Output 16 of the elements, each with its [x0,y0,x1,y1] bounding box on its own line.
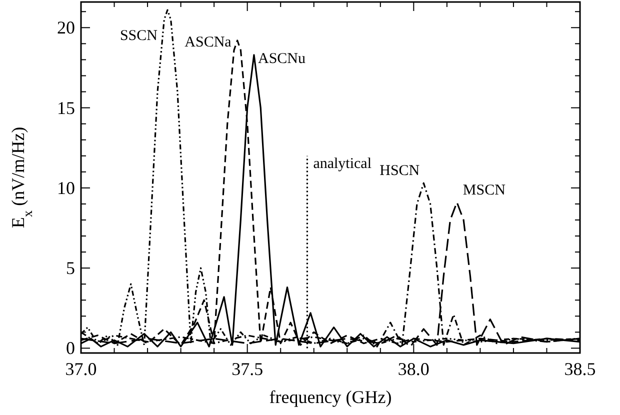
x-tick-label: 38.5 [564,359,596,379]
y-tick-label: 20 [57,18,75,38]
series-label: analytical [313,156,372,172]
y-tick-label: 15 [57,98,75,118]
x-axis-title: frequency (GHz) [269,387,392,407]
x-tick-label: 37.5 [232,359,264,379]
y-tick-label: 10 [57,178,75,198]
y-tick-label: 5 [66,258,75,278]
series-label: ASCNa [184,34,232,50]
y-tick-label: 0 [66,338,75,358]
series-label: MSCN [462,182,506,198]
series-label: ASCNu [258,50,306,67]
series-label: HSCN [380,163,420,180]
x-tick-label: 37.0 [65,359,97,379]
x-tick-label: 38.0 [398,359,430,379]
series-label: SSCN [120,28,158,44]
